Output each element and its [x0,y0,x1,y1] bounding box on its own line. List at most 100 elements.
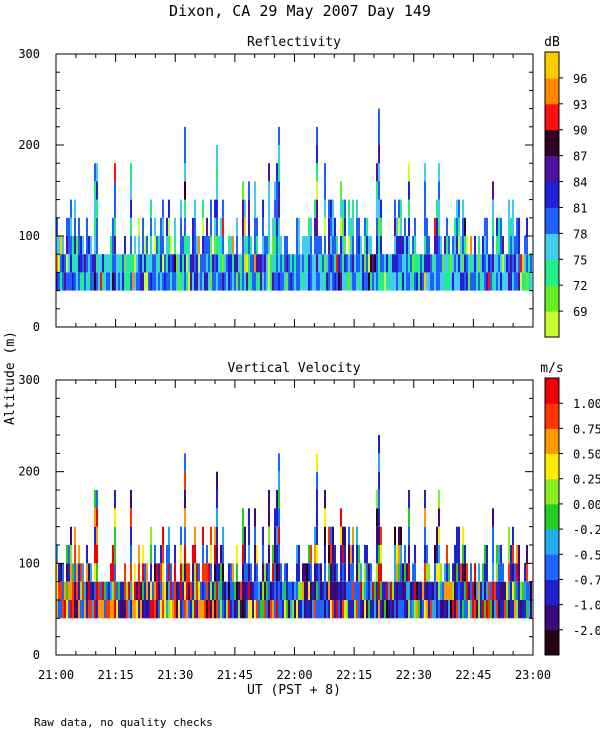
data-cell [56,545,58,564]
data-cell [276,490,278,509]
data-cell [204,236,206,255]
data-cell [400,272,402,291]
data-cell [498,600,500,619]
data-cell [408,581,410,600]
data-cell [180,581,182,600]
colorbar-label: -1.00 [573,599,600,613]
data-cell [394,600,396,619]
data-cell [228,254,230,273]
data-cell [326,254,328,273]
colorbar-swatch [545,155,559,182]
data-cell [96,199,98,218]
data-cell [266,563,268,582]
data-cell [78,272,80,291]
data-cell [174,272,176,291]
data-cell [344,217,346,236]
data-cell [276,236,278,255]
data-cell [496,254,498,273]
data-cell [92,272,94,291]
data-cell [120,254,122,273]
data-cell [340,181,342,200]
data-cell [502,600,504,619]
data-cell [278,181,280,200]
data-cell [314,272,316,291]
data-cell [438,581,440,600]
data-cell [384,581,386,600]
data-cell [378,600,380,619]
data-cell [262,600,264,619]
data-cell [114,181,116,200]
data-cell [230,563,232,582]
data-cell [494,581,496,600]
data-cell [424,563,426,582]
data-cell [246,600,248,619]
data-cell [498,272,500,291]
data-cell [292,600,294,619]
data-cell [310,563,312,582]
data-cell [216,272,218,291]
data-cell [462,581,464,600]
data-cell [212,254,214,273]
data-cell [324,545,326,564]
colorbar-swatch [545,52,559,79]
data-cell [130,163,132,182]
data-cell [204,272,206,291]
data-cell [198,272,200,291]
data-cell [280,563,282,582]
data-cell [200,581,202,600]
data-cell [278,126,280,145]
data-cell [478,581,480,600]
data-cell [486,272,488,291]
data-cell [464,545,466,564]
data-cell [114,581,116,600]
data-cell [112,236,114,255]
data-cell [94,181,96,200]
data-cell [310,217,312,236]
data-cell [264,236,266,255]
data-cell [80,581,82,600]
data-cell [430,254,432,273]
data-cell [342,545,344,564]
data-cell [224,581,226,600]
data-cell [74,272,76,291]
data-cell [246,563,248,582]
data-cell [438,236,440,255]
data-cell [94,526,96,545]
data-cell [268,236,270,255]
data-cell [284,563,286,582]
data-cell [362,254,364,273]
data-cell [262,272,264,291]
data-cell [356,254,358,273]
data-cell [346,272,348,291]
data-cell [170,600,172,619]
data-cell [210,563,212,582]
data-cell [408,217,410,236]
data-cell [328,563,330,582]
data-cell [398,581,400,600]
data-cell [240,254,242,273]
data-cell [358,272,360,291]
data-cell [524,581,526,600]
data-cell [214,272,216,291]
data-cell [246,254,248,273]
data-cell [298,236,300,255]
data-cell [514,563,516,582]
data-cell [378,581,380,600]
data-cell [224,254,226,273]
data-cell [262,254,264,273]
data-cell [158,600,160,619]
data-cell [526,236,528,255]
data-cell [256,272,258,291]
data-cell [440,236,442,255]
data-cell [298,581,300,600]
data-cell [360,272,362,291]
data-cell [62,272,64,291]
data-cell [306,236,308,255]
data-cell [130,217,132,236]
data-cell [268,199,270,218]
data-cell [180,199,182,218]
data-cell [400,581,402,600]
data-cell [66,600,68,619]
data-cell [324,163,326,182]
data-cell [328,272,330,291]
